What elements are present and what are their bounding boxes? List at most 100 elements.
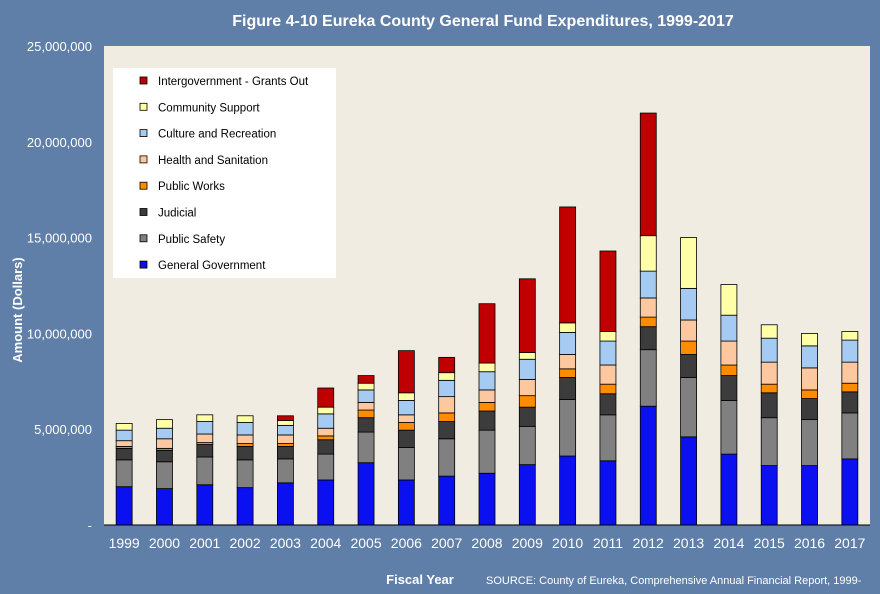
x-axis-label: Fiscal Year bbox=[386, 572, 454, 587]
x-tick-label: 2003 bbox=[270, 535, 301, 551]
bar-segment bbox=[196, 456, 214, 486]
bar-segment bbox=[196, 414, 214, 422]
bar-segment bbox=[841, 382, 859, 393]
bar-segment bbox=[801, 465, 818, 526]
bar-segment bbox=[801, 367, 818, 391]
bar-segment bbox=[639, 316, 657, 328]
bar-segment bbox=[277, 458, 294, 484]
x-tick-label: 2006 bbox=[391, 535, 422, 551]
bar-segment bbox=[236, 446, 254, 461]
bar-segment bbox=[236, 459, 254, 489]
bar-segment bbox=[760, 392, 778, 419]
bar-segment bbox=[236, 422, 254, 436]
bar-segment bbox=[720, 453, 738, 526]
legend-label: Community Support bbox=[158, 102, 260, 114]
bar-segment bbox=[357, 462, 375, 526]
x-tick-label: 2012 bbox=[633, 535, 664, 551]
bar-segment bbox=[236, 443, 254, 447]
bar-segment bbox=[639, 405, 657, 526]
legend-swatch bbox=[139, 76, 148, 85]
bar-segment bbox=[760, 324, 778, 339]
bar-segment bbox=[720, 364, 738, 376]
bar-segment bbox=[760, 361, 778, 385]
bar-segment bbox=[720, 340, 738, 366]
bar-segment bbox=[801, 345, 818, 369]
bar-segment bbox=[277, 420, 294, 426]
bar-segment bbox=[518, 278, 536, 353]
bar-segment bbox=[115, 440, 133, 447]
bar-segment bbox=[115, 459, 133, 488]
bar-segment bbox=[680, 377, 697, 438]
bar-segment bbox=[559, 206, 577, 324]
legend-swatch bbox=[139, 102, 148, 111]
x-tick-label: 2002 bbox=[230, 535, 261, 551]
bar-segment bbox=[801, 398, 818, 421]
bar-segment bbox=[680, 319, 697, 342]
bar-segment bbox=[478, 303, 496, 364]
bar-segment bbox=[277, 434, 294, 444]
legend: Intergovernment - Grants Out Community Su… bbox=[113, 68, 336, 278]
bar-segment bbox=[680, 340, 697, 355]
bar-segment bbox=[478, 472, 496, 526]
bar-segment bbox=[760, 383, 778, 394]
bar-segment bbox=[317, 406, 335, 415]
bar-segment bbox=[518, 352, 536, 360]
bar-segment bbox=[518, 395, 536, 408]
bar-segment bbox=[841, 339, 859, 363]
legend-swatch bbox=[139, 208, 148, 216]
bar-segment bbox=[438, 412, 456, 422]
bar-segment bbox=[599, 393, 617, 416]
bar-segment bbox=[639, 349, 657, 407]
bar-segment bbox=[841, 331, 859, 341]
legend-label: Public Safety bbox=[158, 234, 225, 246]
legend-label: General Government bbox=[158, 260, 266, 272]
bar-segment bbox=[196, 421, 214, 435]
y-tick-label: 25,000,000 bbox=[27, 39, 92, 54]
bar-segment bbox=[760, 337, 778, 363]
bar-segment bbox=[559, 332, 577, 355]
bar-segment bbox=[801, 419, 818, 467]
bar-segment bbox=[841, 458, 859, 526]
bar-segment bbox=[841, 391, 859, 414]
bar-segment bbox=[518, 425, 536, 466]
bars bbox=[115, 112, 859, 526]
bar-segment bbox=[317, 435, 335, 441]
bar-segment bbox=[720, 375, 738, 401]
legend-swatch bbox=[139, 155, 148, 164]
bar-segment bbox=[559, 354, 577, 370]
bar-segment bbox=[317, 427, 335, 437]
bar-segment bbox=[518, 406, 536, 427]
bar-segment bbox=[438, 396, 456, 414]
bar-segment bbox=[397, 429, 415, 448]
bar-segment bbox=[438, 438, 456, 477]
bar-segment bbox=[559, 377, 577, 400]
bar-segment bbox=[277, 424, 294, 436]
bar-segment bbox=[156, 488, 173, 526]
bar-segment bbox=[357, 431, 375, 464]
bar-segment bbox=[317, 387, 335, 408]
legend-label: Public Works bbox=[158, 181, 225, 193]
bar-segment bbox=[357, 401, 375, 411]
bar-segment bbox=[478, 429, 496, 474]
bar-segment bbox=[156, 419, 173, 429]
y-axis: - 5,000,000 10,000,000 15,000,000 20,000,000… bbox=[27, 39, 92, 533]
bar-segment bbox=[680, 287, 697, 321]
bar-segment bbox=[599, 383, 617, 395]
bar-segment bbox=[317, 439, 335, 455]
bar-segment bbox=[236, 487, 254, 526]
bar-segment bbox=[438, 372, 456, 381]
bar-segment bbox=[236, 434, 254, 444]
y-tick-label: 15,000,000 bbox=[27, 231, 92, 246]
bar-segment bbox=[478, 362, 496, 373]
bar-segment bbox=[317, 479, 335, 526]
bar-segment bbox=[518, 378, 536, 397]
legend-label: Judicial bbox=[158, 208, 196, 220]
bar-segment bbox=[196, 433, 214, 444]
bar-segment bbox=[841, 412, 859, 460]
bar-segment bbox=[720, 314, 738, 342]
x-tick-label: 2000 bbox=[149, 535, 180, 551]
y-tick-label: 20,000,000 bbox=[27, 135, 92, 150]
bar-segment bbox=[801, 389, 818, 399]
x-tick-label: 2007 bbox=[431, 535, 462, 551]
